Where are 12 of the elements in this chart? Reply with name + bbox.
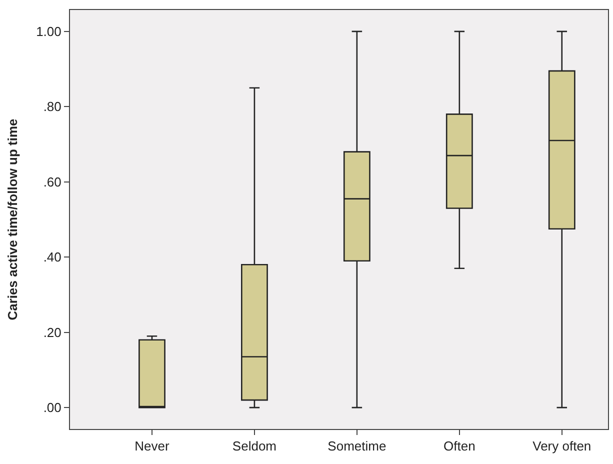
y-tick-label: .40	[43, 250, 62, 265]
x-tick-label: Never	[134, 438, 170, 454]
x-tick-label: Sometime	[328, 438, 386, 454]
y-tick-label: .80	[43, 99, 62, 114]
x-tick-label: Very often	[532, 438, 592, 454]
x-tick-label: Often	[444, 438, 476, 454]
y-tick-label: .00	[43, 400, 62, 416]
y-tick-label: .60	[43, 174, 62, 190]
x-tick-label: Seldom	[232, 438, 276, 454]
y-axis-title: Caries active time/follow up time	[5, 118, 20, 320]
y-tick-label: .20	[43, 324, 62, 340]
y-tick-label: 1.00	[36, 24, 62, 39]
